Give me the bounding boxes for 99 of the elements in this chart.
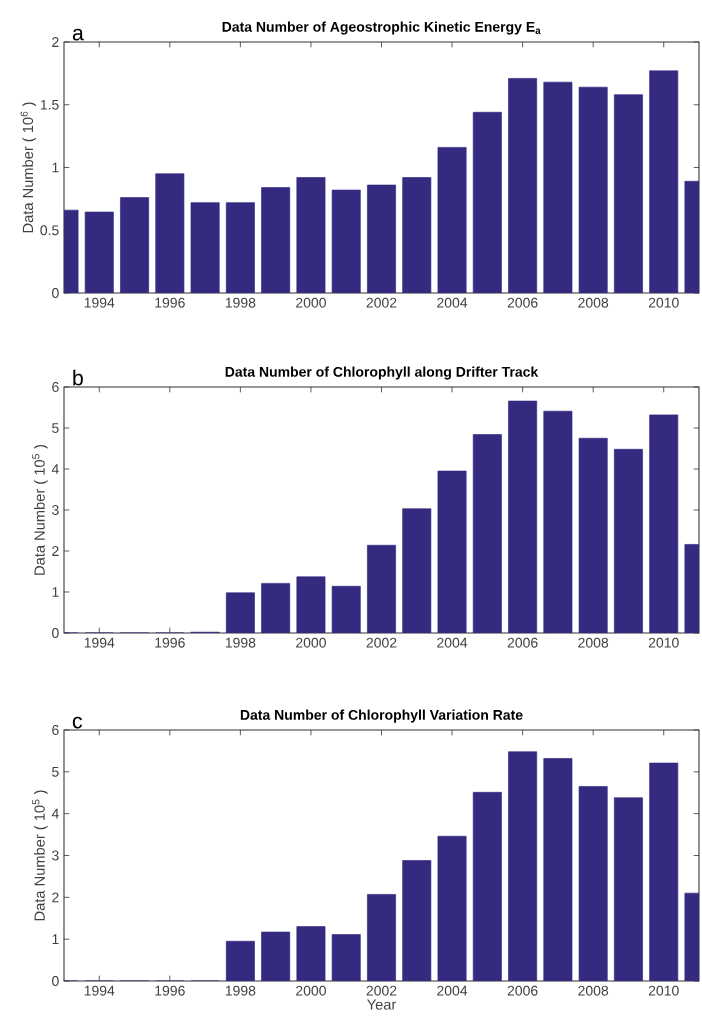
- bar: [613, 797, 643, 981]
- bar: [331, 585, 361, 633]
- bar: [84, 211, 114, 293]
- y-tick-label: 1.5: [40, 99, 59, 110]
- chart-title: Data Number of Chlorophyll Variation Rate: [240, 709, 523, 723]
- x-tick-label: 2002: [366, 297, 397, 308]
- x-tick-label: 1998: [225, 985, 256, 996]
- bar: [578, 437, 608, 633]
- y-tick-label: 2: [52, 37, 59, 47]
- bar: [543, 81, 573, 293]
- x-tick-label: 1994: [84, 297, 115, 308]
- bar: [508, 78, 538, 293]
- y-tick-label: 6: [52, 725, 59, 735]
- x-tick-label: 1996: [155, 985, 185, 996]
- bar: [437, 835, 467, 981]
- x-tick-label: 1998: [225, 297, 256, 308]
- bar: [613, 94, 643, 293]
- bar: [578, 86, 608, 293]
- y-tick-label: 3: [52, 505, 59, 515]
- x-tick-label: 2006: [507, 297, 538, 308]
- y-axis-title: Data Number ( 10$^{5}$ ): [32, 790, 48, 921]
- bar: [402, 860, 432, 981]
- bar: [225, 202, 255, 293]
- y-tick-label: 4: [51, 808, 59, 819]
- y-tick-label: 0: [52, 288, 59, 298]
- bar: [437, 470, 467, 633]
- bar: [261, 583, 291, 633]
- y-tick-label: 5: [52, 423, 59, 433]
- x-tick-label: 2002: [366, 637, 397, 648]
- bar: [472, 791, 502, 981]
- bar: [508, 751, 538, 981]
- x-tick-label: 2006: [507, 637, 538, 648]
- x-tick-label: 2000: [296, 297, 326, 308]
- x-tick-label: 2002: [366, 985, 397, 996]
- bar: [225, 940, 255, 981]
- chart-title: Data Number of Chlorophyll along Drifter Track: [225, 366, 539, 380]
- bar: [543, 410, 573, 633]
- y-axis-title: Data Number ( 10$^{5}$ ): [32, 444, 48, 575]
- bar: [613, 448, 643, 633]
- y-tick-label: 1: [52, 934, 59, 944]
- bar: [402, 177, 432, 293]
- x-axis-title: Year: [366, 999, 397, 1010]
- bar: [190, 202, 220, 293]
- x-tick-label: 1998: [225, 637, 256, 648]
- bar: [155, 173, 185, 293]
- y-tick-label: 6: [52, 382, 59, 392]
- text: c: [72, 716, 83, 729]
- bar: [296, 926, 326, 981]
- x-tick-label: 1994: [84, 637, 115, 648]
- y-tick-label: 2: [52, 892, 59, 903]
- y-tick-label: 3: [52, 850, 59, 861]
- text: b: [73, 369, 83, 386]
- bar: [225, 592, 255, 633]
- bar: [649, 70, 679, 293]
- x-tick-label: 2010: [648, 297, 679, 308]
- y-tick-label: 1: [52, 162, 59, 173]
- x-tick-label: 2006: [507, 985, 538, 996]
- bar: [296, 576, 326, 633]
- bar: [296, 177, 326, 293]
- x-tick-label: 2010: [648, 985, 679, 996]
- x-tick-label: 2004: [437, 637, 468, 648]
- bar: [261, 187, 291, 293]
- text: a: [72, 28, 84, 41]
- x-tick-label: 2004: [437, 985, 468, 996]
- x-tick-label: 2008: [578, 297, 609, 308]
- x-tick-label: 2000: [296, 637, 326, 648]
- x-tick-label: 2010: [648, 637, 679, 648]
- bar: [367, 184, 396, 293]
- y-tick-label: 2: [52, 546, 59, 556]
- y-tick-label: 1: [52, 587, 59, 597]
- bar: [331, 934, 361, 981]
- y-axis-title: Data Number ( 10$^{6}$ ): [20, 102, 36, 233]
- y-tick-label: 0.5: [40, 225, 59, 236]
- x-tick-label: 1996: [155, 637, 185, 648]
- bar: [649, 414, 679, 633]
- bar: [402, 508, 432, 633]
- bar: [472, 111, 502, 293]
- bar: [437, 147, 467, 293]
- bar: [261, 931, 291, 981]
- y-tick-label: 0: [52, 628, 59, 638]
- bar: [578, 786, 608, 981]
- x-tick-label: 2000: [296, 985, 326, 996]
- bar: [367, 894, 396, 981]
- bar: [508, 400, 538, 633]
- x-tick-label: 2008: [578, 985, 609, 996]
- y-tick-label: 5: [52, 766, 59, 777]
- x-tick-label: 2004: [437, 297, 468, 308]
- x-tick-label: 2008: [578, 637, 609, 648]
- bar: [543, 758, 573, 981]
- y-tick-label: 4: [51, 464, 59, 474]
- bar: [367, 544, 396, 633]
- y-tick-label: 0: [52, 976, 59, 986]
- chart-title: Data Number of Ageostrophic Kinetic Energy E$_{a}$: [222, 21, 541, 35]
- bar: [472, 434, 502, 633]
- x-tick-label: 1996: [155, 297, 185, 308]
- bar: [649, 762, 679, 981]
- x-tick-label: 1994: [84, 985, 115, 996]
- bar: [331, 189, 361, 293]
- bar: [120, 197, 149, 293]
